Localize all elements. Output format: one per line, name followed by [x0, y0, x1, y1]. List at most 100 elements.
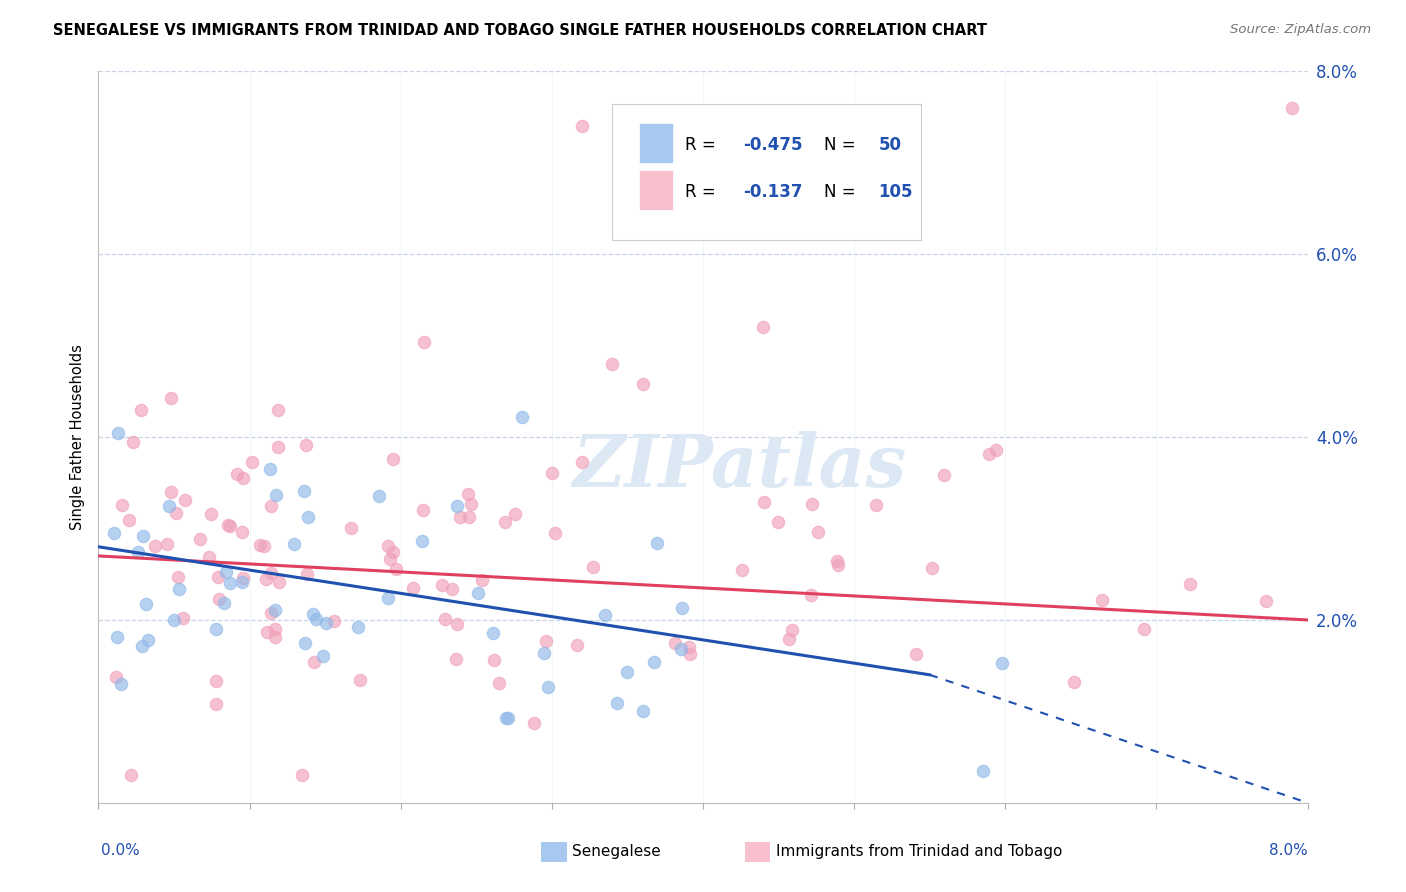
Point — [984, 442, 1007, 457]
Point — [593, 608, 616, 623]
Point — [121, 435, 143, 450]
Point — [752, 320, 775, 334]
Point — [679, 647, 702, 661]
Point — [503, 508, 526, 522]
Bar — [638, 170, 673, 211]
Point — [217, 518, 239, 533]
Point — [198, 549, 221, 564]
Point — [460, 497, 482, 511]
Point — [205, 698, 228, 712]
Text: -0.137: -0.137 — [742, 183, 803, 201]
Point — [111, 498, 134, 512]
Point — [267, 403, 290, 417]
Point — [105, 630, 128, 644]
Point — [131, 639, 153, 653]
Point — [457, 510, 479, 524]
Point — [432, 578, 454, 592]
Point — [446, 617, 468, 632]
Point — [107, 425, 129, 440]
Point — [294, 437, 316, 451]
Point — [264, 488, 287, 502]
Point — [449, 509, 471, 524]
Point — [302, 607, 325, 622]
Point — [752, 495, 775, 509]
Point — [631, 704, 654, 718]
Point — [120, 768, 142, 782]
Point — [157, 500, 180, 514]
Point — [205, 622, 228, 636]
Point — [349, 673, 371, 687]
Text: 105: 105 — [879, 183, 912, 201]
Point — [645, 535, 668, 549]
Point — [159, 392, 181, 406]
Point — [129, 402, 152, 417]
Point — [162, 614, 184, 628]
Point — [259, 499, 281, 513]
Point — [283, 537, 305, 551]
Point — [156, 537, 179, 551]
Point — [523, 716, 546, 731]
Point — [294, 636, 316, 650]
Text: R =: R = — [685, 136, 721, 153]
Point — [378, 552, 401, 566]
Point — [606, 696, 628, 710]
Point — [434, 612, 457, 626]
Point — [103, 525, 125, 540]
Point — [865, 498, 887, 512]
Point — [377, 591, 399, 605]
Text: R =: R = — [685, 183, 721, 201]
Point — [340, 521, 363, 535]
Text: ZIPatlas: ZIPatlas — [572, 431, 907, 502]
Y-axis label: Single Father Households: Single Father Households — [70, 344, 86, 530]
Point — [977, 447, 1000, 461]
Text: Senegalese: Senegalese — [572, 845, 661, 859]
Point — [264, 603, 287, 617]
Point — [159, 485, 181, 500]
Point — [173, 492, 195, 507]
Text: 50: 50 — [879, 136, 901, 153]
Text: -0.475: -0.475 — [742, 136, 803, 153]
Point — [207, 592, 229, 607]
Point — [315, 615, 337, 630]
Point — [782, 623, 804, 637]
Point — [219, 576, 242, 591]
Point — [267, 441, 290, 455]
Point — [778, 632, 800, 647]
Point — [567, 638, 589, 652]
Point — [172, 611, 194, 625]
Point — [240, 455, 263, 469]
Point — [467, 585, 489, 599]
Point — [934, 468, 956, 483]
Point — [253, 539, 276, 553]
Point — [669, 642, 692, 657]
Point — [441, 582, 464, 596]
Text: Source: ZipAtlas.com: Source: ZipAtlas.com — [1230, 23, 1371, 37]
Text: N =: N = — [824, 136, 860, 153]
Bar — [638, 122, 673, 163]
Point — [167, 582, 190, 596]
Point — [412, 502, 434, 516]
Point — [1063, 675, 1085, 690]
Point — [582, 559, 605, 574]
Point — [231, 574, 253, 589]
Point — [413, 334, 436, 349]
Point — [297, 567, 319, 582]
Point — [231, 524, 253, 539]
Point — [533, 646, 555, 660]
Point — [731, 563, 754, 577]
Point — [444, 652, 467, 666]
Point — [200, 507, 222, 521]
Point — [263, 631, 285, 645]
Point — [807, 524, 830, 539]
Point — [249, 538, 271, 552]
Point — [678, 640, 700, 654]
Point — [305, 612, 328, 626]
Point — [488, 676, 510, 690]
Point — [204, 673, 226, 688]
Text: Immigrants from Trinidad and Tobago: Immigrants from Trinidad and Tobago — [776, 845, 1063, 859]
Point — [167, 570, 190, 584]
Point — [800, 588, 823, 602]
Point — [143, 539, 166, 553]
Point — [219, 519, 242, 533]
Point — [1281, 101, 1303, 115]
